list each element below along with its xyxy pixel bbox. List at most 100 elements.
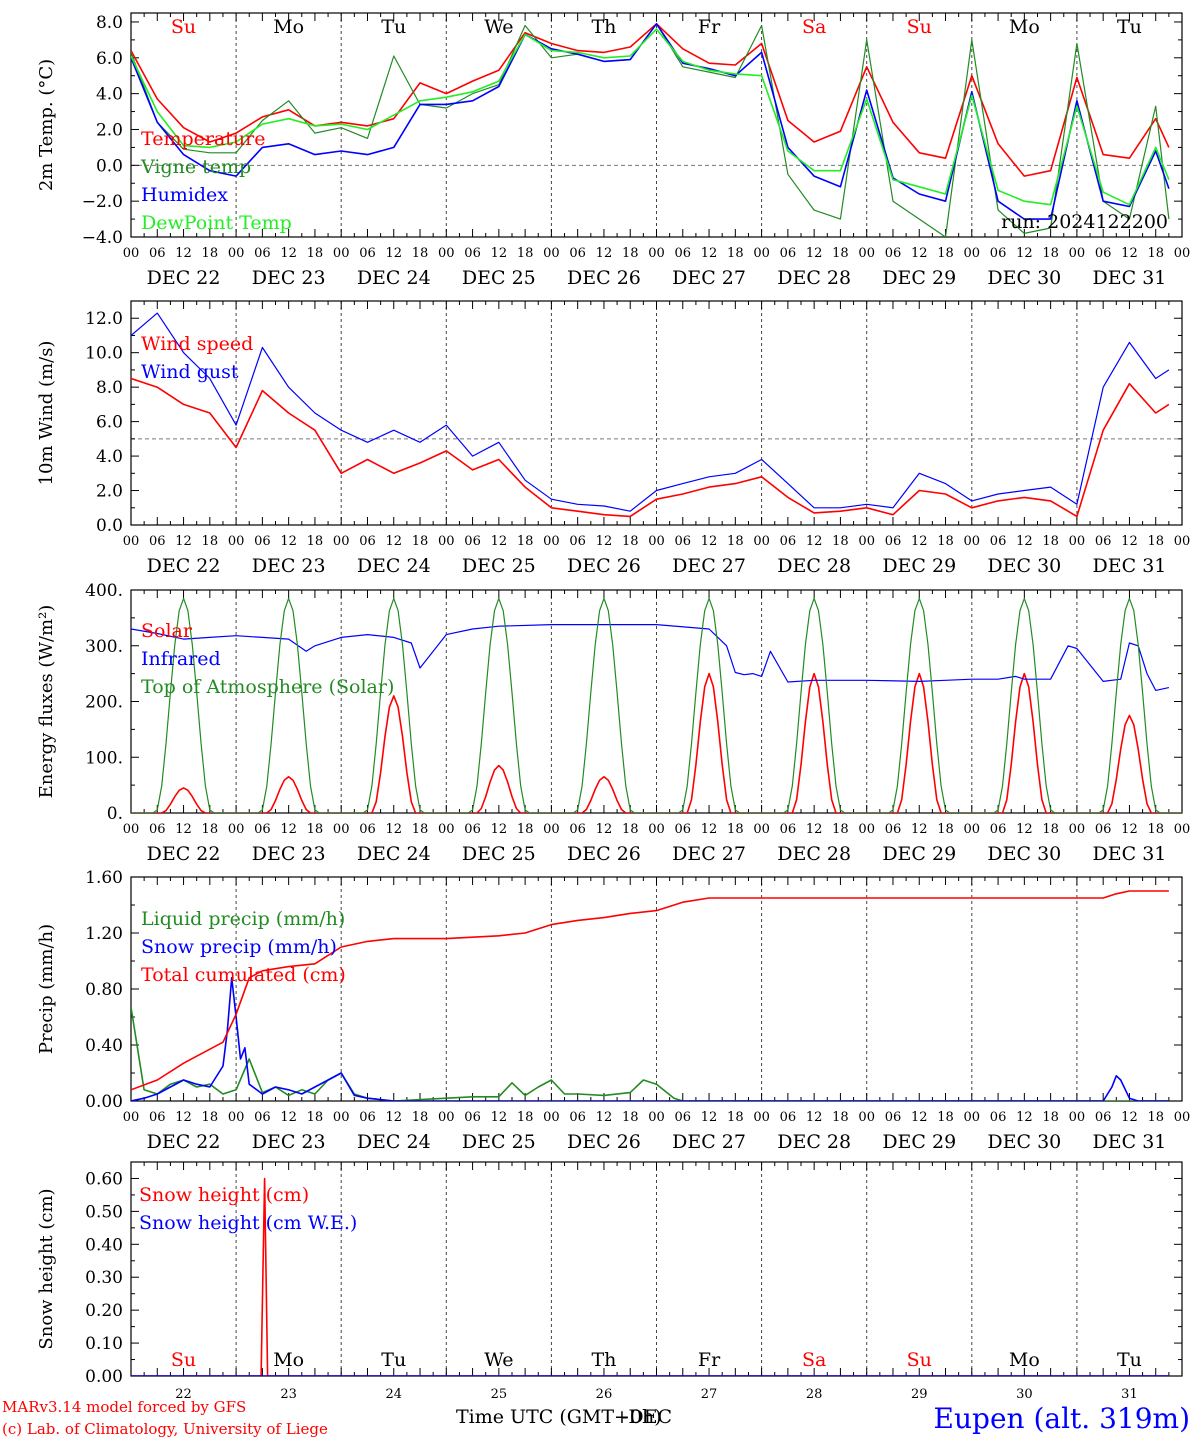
x-hour-label: 06: [780, 246, 797, 261]
x-hour-label: 00: [123, 1110, 140, 1125]
footer-axis-title: Time UTC (GMT+0h): [456, 1406, 662, 1428]
x-hour-label: 06: [1095, 246, 1112, 261]
legend-entry: Snow height (cm W.E.): [139, 1212, 357, 1234]
series-line-wind-gust: [131, 312, 1170, 512]
x-hour-label: 18: [727, 246, 744, 261]
x-hour-label: 06: [885, 534, 902, 549]
weekday-label: Mo: [273, 1349, 304, 1371]
y-tick-label: 4.0: [96, 85, 123, 105]
x-hour-label: 18: [622, 1110, 639, 1125]
weekday-label: Th: [591, 16, 616, 38]
panels-group: −4.0 −2.0 0.0 2.0 4.0 6.0 8.0 2m Temp. (°C) 00 06…: [36, 12, 1191, 1402]
weekday-label: Sa: [802, 1349, 826, 1371]
x-hour-label: 06: [780, 534, 797, 549]
x-hour-label: 00: [123, 534, 140, 549]
weekday-label: Sa: [802, 16, 826, 38]
x-hour-label: 06: [780, 1110, 797, 1125]
x-date-label: DEC 29: [882, 1131, 956, 1153]
x-hour-label: 06: [569, 246, 586, 261]
y-tick-label: 12.0: [85, 309, 123, 329]
x-date-label: DEC 24: [357, 1131, 431, 1153]
y-tick-label: 0.0: [96, 516, 123, 536]
x-hour-label: 06: [149, 1110, 166, 1125]
series-line-infrared: [131, 623, 1170, 692]
y-tick-label: 0.50: [85, 1202, 123, 1222]
x-hour-label: 12: [806, 1110, 823, 1125]
x-hour-label: 06: [675, 822, 692, 837]
x-hour-label: 12: [1121, 822, 1138, 837]
weekday-label: Th: [591, 1349, 616, 1371]
x-hour-label: 12: [1016, 246, 1033, 261]
x-hour-label: 06: [254, 246, 271, 261]
x-hour-label: 00: [543, 246, 560, 261]
x-hour-label: 00: [333, 246, 350, 261]
legend-entry: Snow precip (mm/h): [141, 936, 337, 958]
x-hour-label: 00: [648, 822, 665, 837]
x-hour-label: 12: [1121, 246, 1138, 261]
weekday-label: Su: [907, 16, 932, 38]
y-tick-label: 300.: [85, 637, 123, 657]
x-date-label: DEC 28: [777, 267, 851, 289]
series-line-solar: [131, 672, 1182, 813]
run-label: run: 2024122200: [1001, 211, 1168, 233]
x-hour-label: 12: [175, 246, 192, 261]
x-hour-label: 00: [858, 1110, 875, 1125]
x-hour-label: 12: [806, 534, 823, 549]
x-hour-label: 06: [254, 534, 271, 549]
y-tick-label: 0.80: [85, 980, 123, 1000]
weekday-label: We: [484, 1349, 513, 1371]
legend-entry: Vigne temp: [140, 156, 251, 178]
x-day-number: 25: [491, 1387, 508, 1402]
x-hour-label: 00: [1174, 534, 1191, 549]
x-hour-label: 06: [569, 822, 586, 837]
x-hour-label: 18: [202, 1110, 219, 1125]
x-date-label: DEC 27: [672, 555, 746, 577]
y-axis-label: Snow height (cm): [36, 1188, 57, 1349]
plot-frame: [130, 589, 1183, 814]
x-hour-label: 06: [885, 822, 902, 837]
x-hour-label: 18: [937, 1110, 954, 1125]
x-hour-label: 00: [1174, 246, 1191, 261]
x-hour-label: 00: [543, 534, 560, 549]
legend-entry: DewPoint Temp: [141, 212, 292, 234]
x-hour-label: 00: [228, 246, 245, 261]
footer-axis-overlap: -DEC: [622, 1406, 672, 1428]
x-day-number: 23: [280, 1387, 297, 1402]
y-tick-label: 1.20: [85, 924, 123, 944]
x-hour-label: 00: [228, 1110, 245, 1125]
x-date-label: DEC 29: [882, 843, 956, 865]
x-hour-label: 06: [254, 822, 271, 837]
legend-entry: Humidex: [141, 184, 228, 206]
x-hour-label: 18: [307, 822, 324, 837]
panel-precip: 0.00 0.40 0.80 1.20 1.60 Precip (mm/h) 00 06 12 1…: [36, 868, 1190, 1153]
y-tick-label: 0.40: [85, 1235, 123, 1255]
x-hour-label: 18: [307, 246, 324, 261]
x-hour-label: 06: [359, 246, 376, 261]
x-hour-label: 12: [596, 1110, 613, 1125]
x-hour-label: 18: [727, 534, 744, 549]
x-hour-label: 18: [517, 246, 534, 261]
y-tick-label: 2.0: [96, 120, 123, 140]
x-hour-label: 06: [885, 246, 902, 261]
panel-energy: 0. 100. 200. 300. 400. Energy fluxes (W/m²) 00…: [36, 581, 1190, 865]
y-tick-label: 0.: [107, 804, 123, 824]
y-tick-label: 2.0: [96, 482, 123, 502]
x-hour-label: 12: [596, 822, 613, 837]
series-line-temperature: [131, 22, 1170, 177]
y-tick-label: 10.0: [85, 344, 123, 364]
x-hour-label: 06: [464, 246, 481, 261]
x-hour-label: 06: [675, 246, 692, 261]
x-hour-label: 06: [359, 1110, 376, 1125]
x-hour-label: 18: [517, 534, 534, 549]
x-date-label: DEC 27: [672, 267, 746, 289]
legend-entry: Wind gust: [141, 361, 239, 383]
y-tick-label: 0.40: [85, 1036, 123, 1056]
x-day-number: 27: [701, 1387, 718, 1402]
x-hour-label: 12: [701, 534, 718, 549]
x-hour-label: 12: [491, 1110, 508, 1125]
legend-entry: Top of Atmosphere (Solar): [141, 676, 394, 698]
x-hour-label: 12: [280, 246, 297, 261]
x-hour-label: 12: [280, 534, 297, 549]
x-date-label: DEC 27: [672, 843, 746, 865]
y-tick-label: 400.: [85, 581, 123, 601]
